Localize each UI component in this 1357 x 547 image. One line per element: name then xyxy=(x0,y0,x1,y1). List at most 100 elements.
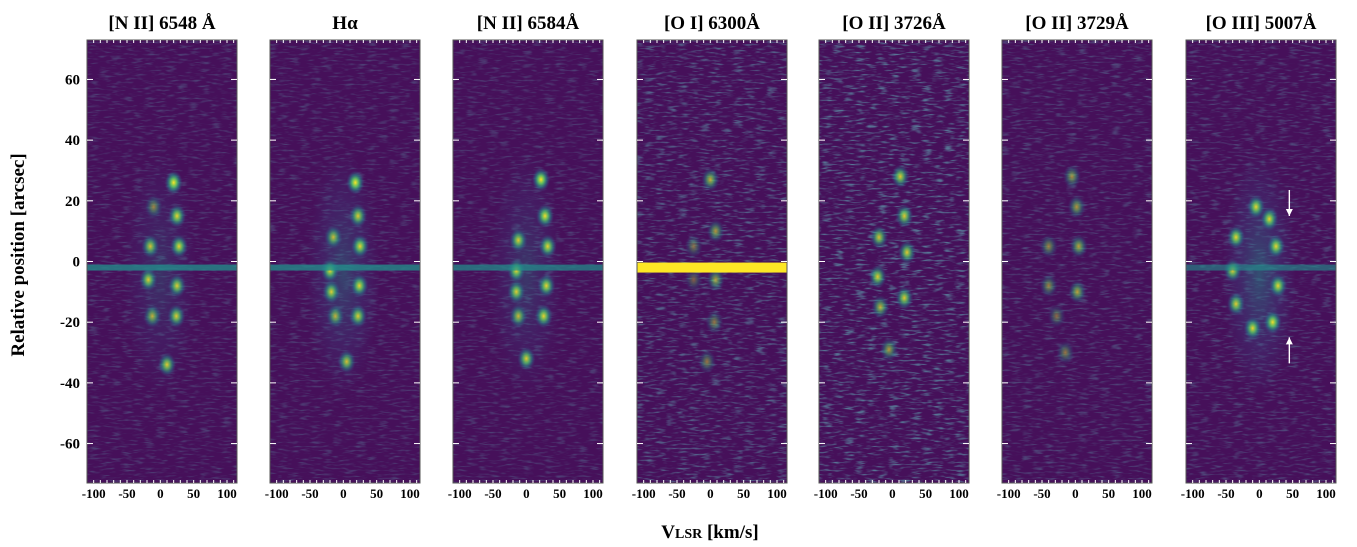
emission-knot xyxy=(1047,304,1066,329)
noise-texture xyxy=(1002,40,1152,483)
panel-title: Hα xyxy=(332,13,358,34)
x-axis-label: VLSR [km/s] xyxy=(661,522,758,543)
emission-knot xyxy=(891,164,910,189)
emission-knot xyxy=(517,346,536,371)
x-tick-label: 0 xyxy=(1072,486,1079,501)
panel-title: [O III] 5007Å xyxy=(1206,13,1317,34)
emission-knot xyxy=(1039,273,1058,298)
emission-knot xyxy=(168,273,186,298)
emission-knot xyxy=(880,337,898,362)
emission-knot xyxy=(349,304,367,329)
x-tick-label: -50 xyxy=(850,486,867,501)
emission-knot xyxy=(537,273,556,298)
y-tick-label: 60 xyxy=(65,72,80,88)
emission-knot xyxy=(326,304,345,329)
emission-knot xyxy=(1056,340,1075,365)
emission-knot xyxy=(698,349,716,374)
emission-knot xyxy=(1263,310,1282,335)
emission-knot xyxy=(507,279,526,304)
emission-knot xyxy=(1068,279,1087,304)
continuum-streak xyxy=(270,264,420,271)
x-tick-label: -50 xyxy=(301,486,318,501)
x-tick-label: -100 xyxy=(814,486,838,501)
panel-title: [O I] 6300Å xyxy=(664,13,760,34)
x-tick-label: 100 xyxy=(400,486,420,501)
emission-knot xyxy=(532,167,550,192)
emission-knot xyxy=(509,228,528,253)
emission-knot xyxy=(167,304,186,329)
emission-knot xyxy=(1260,207,1279,232)
emission-knot xyxy=(1039,234,1058,259)
emission-knot xyxy=(898,240,916,265)
noise-texture xyxy=(637,40,787,483)
x-tick-label: -50 xyxy=(484,486,501,501)
x-tick-label: 0 xyxy=(523,486,530,501)
x-tick-label: 0 xyxy=(340,486,347,501)
emission-knot xyxy=(871,295,890,320)
emission-knot xyxy=(895,285,914,310)
panel-title: [O II] 3726Å xyxy=(842,13,946,34)
continuum-streak xyxy=(637,262,787,273)
emission-knot xyxy=(1247,194,1265,219)
halo-envelope xyxy=(1222,152,1297,396)
y-tick-label: -40 xyxy=(60,376,80,392)
x-tick-label: 100 xyxy=(1132,486,1152,501)
panel-title: [N II] 6548 Å xyxy=(108,13,215,34)
emission-knot xyxy=(536,203,554,228)
arrow-head xyxy=(1285,337,1293,345)
emission-knot xyxy=(1223,258,1242,283)
panel-3: [N II] 6584Å -100 -50 0 50 100 xyxy=(448,13,604,501)
emission-knot xyxy=(706,267,725,292)
emission-knot xyxy=(538,234,557,259)
x-tick-label: 0 xyxy=(1256,486,1263,501)
panel-7: [O III] 5007Å -100 -50 0 50 100 xyxy=(1181,13,1337,501)
y-tick-label: -60 xyxy=(60,437,80,453)
emission-knot xyxy=(141,234,160,259)
emission-knot xyxy=(509,304,528,329)
x-tick-label: 50 xyxy=(370,486,383,501)
emission-knot xyxy=(349,203,367,228)
emission-knot xyxy=(684,267,703,292)
panel-1: [N II] 6548 Å -100 -50 0 50 100 xyxy=(82,13,238,501)
emission-knot xyxy=(868,264,887,289)
emission-knot xyxy=(350,273,369,298)
emission-knot xyxy=(705,310,724,335)
x-tick-label: 0 xyxy=(707,486,714,501)
emission-knot xyxy=(1067,194,1086,219)
x-tick-label: 50 xyxy=(187,486,200,501)
panel-title: [N II] 6584Å xyxy=(477,13,580,34)
x-tick-label: 100 xyxy=(583,486,603,501)
emission-knot xyxy=(346,170,365,195)
x-tick-label: -50 xyxy=(668,486,685,501)
emission-knot xyxy=(534,304,553,329)
emission-knot xyxy=(324,225,343,250)
x-tick-label: -50 xyxy=(1217,486,1234,501)
x-tick-label: -100 xyxy=(448,486,472,501)
x-tick-label: -100 xyxy=(997,486,1021,501)
emission-knot xyxy=(322,279,341,304)
emission-knot xyxy=(337,349,356,374)
emission-knot xyxy=(1227,291,1245,316)
emission-knot xyxy=(684,234,703,259)
x-tick-label: 50 xyxy=(737,486,750,501)
x-tick-label: 100 xyxy=(1316,486,1336,501)
x-tick-label: -100 xyxy=(82,486,106,501)
noise-texture xyxy=(819,40,969,483)
x-tick-label: 0 xyxy=(157,486,164,501)
x-tick-label: -50 xyxy=(118,486,135,501)
x-tick-label: 100 xyxy=(767,486,787,501)
panels: [N II] 6548 Å -100 -50 0 50 100 Hα -100 -50 0 50 10… xyxy=(60,13,1337,501)
emission-knot xyxy=(507,258,526,283)
arrow-head xyxy=(1285,208,1293,216)
emission-knot xyxy=(1227,225,1245,250)
y-tick-label: 0 xyxy=(73,255,81,271)
x-tick-label: 0 xyxy=(889,486,896,501)
emission-knot xyxy=(143,304,162,329)
x-tick-label: 50 xyxy=(553,486,566,501)
x-tick-label: -100 xyxy=(265,486,289,501)
y-axis-label: Relative position [arcsec] xyxy=(8,153,29,356)
x-tick-label: -50 xyxy=(1033,486,1050,501)
emission-knot xyxy=(170,234,188,259)
panel-2: Hα -100 -50 0 50 100 xyxy=(265,13,421,501)
